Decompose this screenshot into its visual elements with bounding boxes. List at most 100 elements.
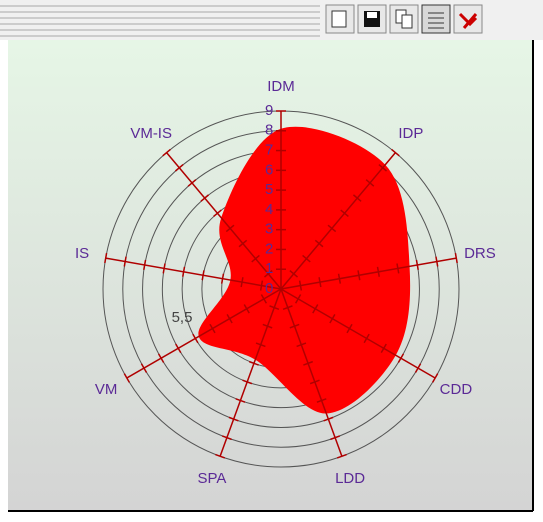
spoke-tick [174,164,184,172]
spoke-tick [182,266,186,277]
category-label: SPA [197,470,226,487]
r-tick-label: 9 [265,102,273,119]
spoke-tick [269,305,280,310]
spoke-tick [302,254,311,263]
spoke-tick [123,256,127,267]
spoke-tick [260,294,268,304]
spoke-tick [435,256,439,267]
spoke-tick [243,304,250,314]
spoke-tick [391,148,400,157]
toolbar-bg [0,0,543,40]
spoke-tick [209,323,216,334]
r-tick-label: 3 [265,221,273,238]
spoke-tick [312,304,319,314]
spoke-tick [226,313,233,324]
spoke-tick [104,253,108,264]
spoke [280,152,396,290]
r-tick-label: 0 [265,280,273,297]
radar-chart: IDM IDP DRS CDD LDD SPA VM IS VM-IS 0 1 2 3 4 5 6 7 8 9 5,5 [75,78,496,487]
category-label: LDD [335,470,365,487]
spoke-tick [259,280,264,291]
spoke-tick [282,305,293,310]
spoke-tick [314,239,324,248]
spoke-tick [298,280,303,291]
spoke-tick [215,453,226,459]
spoke-tick [162,263,166,274]
spoke-tick [251,254,260,263]
tools-button[interactable] [453,4,483,34]
annotation: 5,5 [172,309,193,326]
spoke-tick [340,209,349,218]
spoke-tick [187,179,197,187]
spoke-tick [357,270,361,281]
spoke [166,152,282,290]
spoke-tick [228,416,239,422]
r-tick-label: 2 [265,240,273,257]
category-label: DRS [464,245,496,262]
spoke-tick [294,294,302,304]
category-label: IDM [267,78,295,95]
r-tick-label: 4 [265,201,273,218]
spoke [280,288,343,457]
spoke-tick [396,263,400,274]
spoke [280,257,457,290]
toolbar [0,0,543,40]
spoke [105,257,282,290]
spoke-tick [330,435,341,441]
toolbar-grip [0,5,320,37]
spoke-tick [316,398,327,403]
spoke-tick [143,259,147,271]
spoke-tick [303,360,314,366]
r-tick-label: 1 [265,260,273,277]
spoke-tick [255,342,266,348]
spoke-tick [415,259,419,271]
spoke-tick [157,353,165,363]
spoke-tick [346,323,353,334]
spoke [280,288,436,379]
spoke-tick [414,363,422,373]
spoke-tick [213,209,222,218]
spoke-tick [365,179,375,187]
spoke-tick [201,270,205,281]
category-label: VM-IS [130,125,172,142]
spoke-tick [432,373,439,383]
spoke-tick [225,224,235,233]
spoke [219,288,282,457]
spoke-tick [318,277,322,288]
spoke-tick [327,224,337,233]
r-tick-label: 8 [265,122,273,139]
spoke-tick [162,148,171,157]
spoke-tick [329,313,336,324]
spoke-tick [263,270,273,278]
spoke [126,288,282,379]
spoke-tick [238,239,248,248]
r-tick-label: 7 [265,142,273,159]
spoke-tick [248,360,259,366]
spoke-tick [289,270,299,278]
legend-button[interactable] [421,4,451,34]
spoke-tick [336,453,347,459]
category-label: CDD [440,381,473,398]
spoke-tick [337,273,342,284]
spoke-tick [323,416,334,422]
spoke-tick [397,353,405,363]
spoke-tick [454,253,458,264]
spoke-tick [235,398,246,403]
spoke-tick [175,343,182,354]
spoke-tick [221,435,232,441]
spoke-tick [192,333,199,344]
spoke-tick [242,379,253,385]
spoke-tick [363,333,370,344]
spoke-tick [240,277,244,288]
spoke-tick [140,363,148,373]
spoke-tick [289,323,300,329]
spoke-tick [123,373,130,383]
category-label: VM [95,381,118,398]
category-label: IDP [398,125,423,142]
r-tick-label: 5 [265,181,273,198]
spoke-tick [200,194,210,202]
spoke-tick [309,379,320,385]
spoke-tick [220,273,225,284]
spoke-tick [378,164,388,172]
